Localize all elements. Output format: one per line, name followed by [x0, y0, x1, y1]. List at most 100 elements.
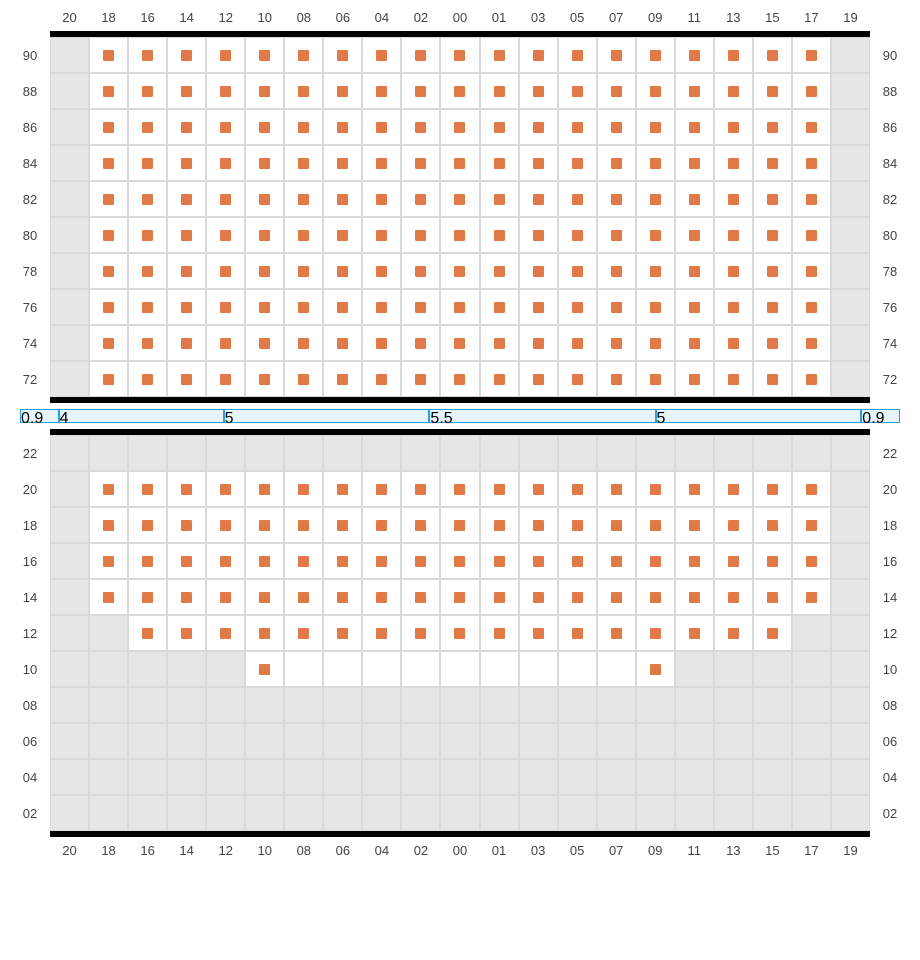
seat-cell[interactable] — [636, 615, 675, 651]
seat-cell[interactable] — [440, 253, 479, 289]
seat-cell[interactable] — [792, 217, 831, 253]
seat-cell[interactable] — [558, 615, 597, 651]
seat-cell[interactable] — [206, 73, 245, 109]
seat-cell[interactable] — [636, 361, 675, 397]
seat-cell[interactable] — [714, 109, 753, 145]
seat-cell[interactable] — [362, 289, 401, 325]
seat-cell[interactable] — [792, 181, 831, 217]
seat-cell[interactable] — [323, 73, 362, 109]
seat-cell[interactable] — [753, 507, 792, 543]
seat-cell[interactable] — [362, 217, 401, 253]
seat-cell[interactable] — [480, 615, 519, 651]
seat-cell[interactable] — [792, 543, 831, 579]
seat-cell[interactable] — [675, 253, 714, 289]
seat-cell[interactable] — [284, 361, 323, 397]
seat-cell[interactable] — [597, 37, 636, 73]
seat-cell[interactable] — [597, 615, 636, 651]
seat-cell[interactable] — [675, 471, 714, 507]
seat-cell[interactable] — [89, 145, 128, 181]
seat-cell[interactable] — [323, 289, 362, 325]
seat-cell[interactable] — [558, 361, 597, 397]
seat-cell[interactable] — [362, 543, 401, 579]
seat-cell[interactable] — [128, 109, 167, 145]
seat-cell[interactable] — [714, 507, 753, 543]
seat-cell[interactable] — [597, 507, 636, 543]
seat-cell[interactable] — [480, 217, 519, 253]
seat-cell[interactable] — [167, 109, 206, 145]
seat-cell[interactable] — [753, 361, 792, 397]
seat-cell[interactable] — [792, 73, 831, 109]
seat-cell[interactable] — [362, 579, 401, 615]
seat-cell[interactable] — [401, 37, 440, 73]
seat-cell[interactable] — [597, 217, 636, 253]
seat-cell[interactable] — [167, 325, 206, 361]
seat-cell[interactable] — [792, 579, 831, 615]
seat-cell[interactable] — [597, 109, 636, 145]
seat-cell[interactable] — [714, 253, 753, 289]
seat-cell[interactable] — [128, 543, 167, 579]
seat-cell[interactable] — [89, 253, 128, 289]
seat-cell[interactable] — [401, 615, 440, 651]
seat-cell[interactable] — [167, 181, 206, 217]
seat-cell[interactable] — [245, 289, 284, 325]
seat-cell[interactable] — [519, 325, 558, 361]
seat-cell[interactable] — [89, 325, 128, 361]
seat-cell[interactable] — [480, 73, 519, 109]
seat-cell[interactable] — [206, 109, 245, 145]
seat-cell[interactable] — [440, 471, 479, 507]
seat-cell[interactable] — [401, 651, 440, 687]
seat-cell[interactable] — [753, 145, 792, 181]
seat-cell[interactable] — [636, 543, 675, 579]
seat-cell[interactable] — [401, 145, 440, 181]
seat-cell[interactable] — [89, 37, 128, 73]
seat-cell[interactable] — [167, 361, 206, 397]
seat-cell[interactable] — [480, 181, 519, 217]
seat-cell[interactable] — [675, 181, 714, 217]
seat-cell[interactable] — [128, 253, 167, 289]
seat-cell[interactable] — [480, 289, 519, 325]
seat-cell[interactable] — [558, 507, 597, 543]
seat-cell[interactable] — [440, 325, 479, 361]
seat-cell[interactable] — [519, 289, 558, 325]
seat-cell[interactable] — [206, 361, 245, 397]
seat-cell[interactable] — [519, 109, 558, 145]
seat-cell[interactable] — [597, 181, 636, 217]
seat-cell[interactable] — [167, 73, 206, 109]
seat-cell[interactable] — [558, 181, 597, 217]
seat-cell[interactable] — [401, 543, 440, 579]
seat-cell[interactable] — [128, 73, 167, 109]
seat-cell[interactable] — [245, 253, 284, 289]
seat-cell[interactable] — [519, 253, 558, 289]
seat-cell[interactable] — [558, 73, 597, 109]
seat-cell[interactable] — [128, 181, 167, 217]
seat-cell[interactable] — [753, 109, 792, 145]
seat-cell[interactable] — [558, 579, 597, 615]
seat-cell[interactable] — [792, 507, 831, 543]
seat-cell[interactable] — [401, 289, 440, 325]
seat-cell[interactable] — [323, 109, 362, 145]
seat-cell[interactable] — [714, 615, 753, 651]
seat-cell[interactable] — [558, 37, 597, 73]
seat-cell[interactable] — [519, 37, 558, 73]
seat-cell[interactable] — [440, 615, 479, 651]
seat-cell[interactable] — [792, 253, 831, 289]
seat-cell[interactable] — [89, 579, 128, 615]
seat-cell[interactable] — [519, 543, 558, 579]
seat-cell[interactable] — [753, 579, 792, 615]
seat-cell[interactable] — [323, 651, 362, 687]
seat-cell[interactable] — [714, 579, 753, 615]
seat-cell[interactable] — [636, 471, 675, 507]
seat-cell[interactable] — [323, 543, 362, 579]
seat-cell[interactable] — [284, 181, 323, 217]
seat-cell[interactable] — [714, 361, 753, 397]
seat-cell[interactable] — [401, 507, 440, 543]
seat-cell[interactable] — [362, 145, 401, 181]
seat-cell[interactable] — [284, 73, 323, 109]
seat-cell[interactable] — [167, 253, 206, 289]
seat-cell[interactable] — [128, 361, 167, 397]
seat-cell[interactable] — [792, 325, 831, 361]
seat-cell[interactable] — [401, 579, 440, 615]
seat-cell[interactable] — [753, 217, 792, 253]
seat-cell[interactable] — [519, 579, 558, 615]
seat-cell[interactable] — [480, 579, 519, 615]
